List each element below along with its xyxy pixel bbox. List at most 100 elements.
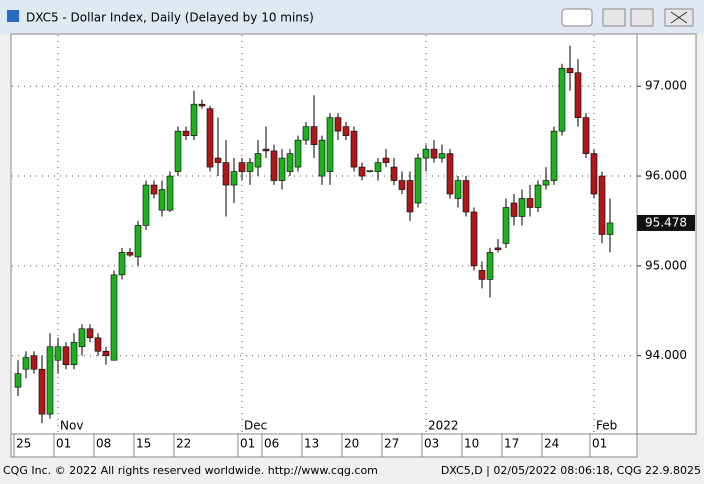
x-tick-label: 22 <box>176 437 191 451</box>
window-title: DXC5 - Dollar Index, Daily (Delayed by 1… <box>26 11 314 25</box>
candle-body <box>206 108 214 168</box>
candle-body <box>54 346 62 361</box>
candle-body <box>486 252 494 280</box>
minimize-button[interactable] <box>602 8 626 27</box>
candle-body <box>550 130 558 181</box>
y-tick-label: 95.000 <box>645 258 687 272</box>
candle-body <box>382 157 390 163</box>
x-tick-label: 01 <box>240 437 255 451</box>
footer-left: CQG Inc. © 2022 All rights reserved worl… <box>3 464 378 477</box>
candle-body <box>558 67 566 132</box>
candle-body <box>38 368 46 415</box>
candle-body <box>318 139 326 177</box>
candle-body <box>446 153 454 195</box>
x-tick-label: 06 <box>264 437 279 451</box>
candle-body <box>510 202 518 217</box>
x-tick-label: 15 <box>136 437 151 451</box>
candle-body <box>598 175 606 235</box>
candle-body <box>566 67 574 74</box>
candle-body <box>86 328 94 339</box>
candle-body <box>110 274 118 361</box>
candle-body <box>190 103 198 136</box>
x-tick-label: 27 <box>384 437 399 451</box>
candle-body <box>150 184 158 195</box>
candle-body <box>438 153 446 159</box>
candle-body <box>454 180 462 199</box>
month-label: Nov <box>60 419 83 433</box>
candle-body <box>134 225 142 258</box>
candle-body <box>278 157 286 181</box>
candle-body <box>494 247 502 251</box>
candle-body <box>78 328 86 348</box>
candle-body <box>230 171 238 186</box>
candle-body <box>534 184 542 208</box>
candle-body <box>350 130 358 168</box>
candle-body <box>462 180 470 213</box>
last-price-label: 95.478 <box>645 215 687 229</box>
candle-body <box>414 157 422 204</box>
candle-body <box>238 162 246 172</box>
date-axis <box>10 433 638 458</box>
link-button[interactable] <box>561 8 593 27</box>
candle-body <box>342 126 350 136</box>
candle-body <box>310 126 318 145</box>
candle-body <box>246 162 254 172</box>
candle-body <box>286 153 294 172</box>
candle-body <box>326 117 334 172</box>
candle-body <box>542 180 550 186</box>
month-label: 2022 <box>428 419 459 433</box>
candle-body <box>22 357 30 370</box>
x-tick-label: 13 <box>304 437 319 451</box>
candle-body <box>518 198 526 217</box>
price-axis <box>636 33 697 435</box>
y-tick-label: 97.000 <box>645 79 687 93</box>
candle-body <box>582 117 590 154</box>
x-tick-label: 25 <box>16 437 31 451</box>
x-tick-label: 03 <box>424 437 439 451</box>
candle-body <box>158 189 166 211</box>
candle-body <box>198 103 206 107</box>
candle-body <box>366 170 374 172</box>
candle-body <box>262 148 270 152</box>
candle-body <box>182 130 190 136</box>
candle-body <box>358 166 366 177</box>
candle-body <box>430 148 438 159</box>
candle-body <box>478 270 486 280</box>
month-label: Dec <box>244 419 267 433</box>
candle-body <box>254 153 262 168</box>
candle-body <box>270 150 278 181</box>
candle-body <box>526 198 534 208</box>
x-tick-label: 24 <box>544 437 559 451</box>
candle-body <box>102 350 110 357</box>
candle-body <box>390 166 398 181</box>
candle-body <box>606 222 614 235</box>
x-tick-label: 01 <box>56 437 71 451</box>
maximize-button[interactable] <box>630 8 654 27</box>
y-tick-label: 96.000 <box>645 169 687 183</box>
candle-body <box>222 162 230 186</box>
candle-body <box>398 180 406 190</box>
candle-body <box>118 252 126 276</box>
candle-body <box>166 175 174 211</box>
candle-body <box>502 207 510 244</box>
plot-area <box>10 33 638 435</box>
x-tick-label: 08 <box>96 437 111 451</box>
last-price-box <box>637 214 695 231</box>
candle-body <box>214 157 222 163</box>
candle-body <box>70 341 78 366</box>
candle-body <box>174 130 182 172</box>
x-tick-label: 10 <box>464 437 479 451</box>
candle-body <box>294 139 302 168</box>
candle-body <box>46 346 54 415</box>
candle-body <box>574 72 582 118</box>
candle-body <box>406 180 414 213</box>
candle-body <box>62 346 70 366</box>
candle-body <box>374 162 382 172</box>
app-icon <box>7 10 19 22</box>
candle-body <box>302 126 310 141</box>
y-tick-label: 94.000 <box>645 348 687 362</box>
x-tick-label: 20 <box>344 437 359 451</box>
candle-body <box>334 117 342 132</box>
